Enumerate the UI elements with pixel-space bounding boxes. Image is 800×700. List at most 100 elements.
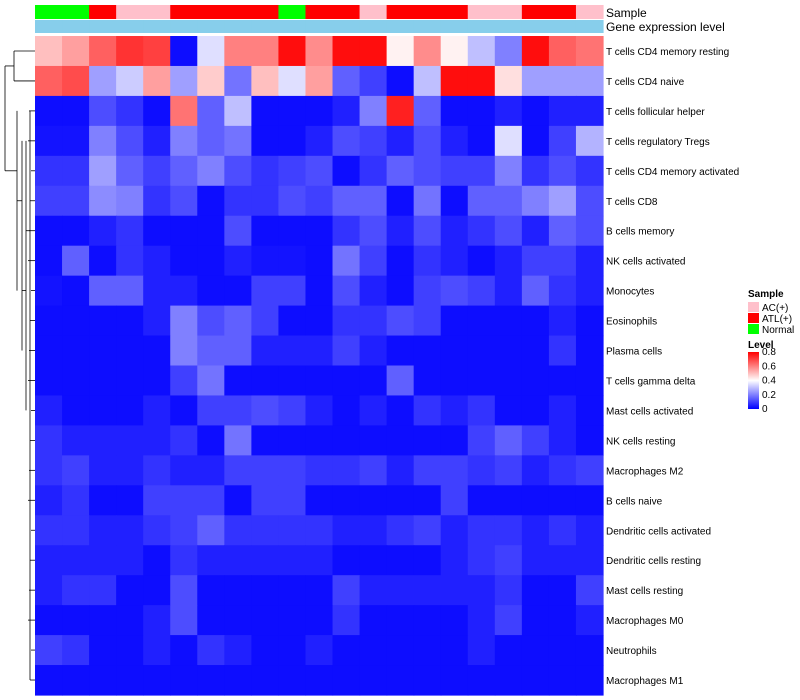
heatmap-cell [575,455,604,486]
heatmap-cell [251,605,280,636]
heatmap-cell [197,65,225,97]
heatmap-cell [494,455,523,486]
heatmap-cell [278,65,307,97]
heatmap-cell [278,665,307,696]
heatmap-cell [440,425,469,456]
heatmap-cell [467,365,496,397]
heatmap-cell [170,65,198,97]
heatmap-cell [197,245,225,277]
heatmap-cell [197,125,225,157]
heatmap-cell [494,245,523,277]
heatmap-cell [413,545,442,576]
heatmap-cell [278,545,307,576]
heatmap-cell [278,455,307,486]
heatmap-cell [386,395,415,427]
heatmap-cell [494,275,523,307]
heatmap-cell [224,665,252,696]
heatmap-cell [575,365,604,397]
heatmap-cell [251,665,280,696]
legend-swatch [748,324,759,334]
heatmap-cell [413,185,442,217]
heatmap-cells [35,36,604,696]
heatmap-cell [440,575,469,606]
heatmap-cell [575,575,604,606]
heatmap-cell [35,245,63,277]
heatmap-cell [278,365,307,397]
heatmap-cell [89,395,117,427]
annotation-track-label: Sample [606,6,647,20]
heatmap-cell [494,215,523,247]
heatmap-cell [332,125,361,157]
row-label: NK cells activated [606,257,685,268]
heatmap-cell [494,335,523,367]
heatmap-cell [575,65,604,97]
heatmap-cell [386,95,415,127]
heatmap-cell [62,665,90,696]
row-label: Mast cells resting [606,586,683,597]
heatmap-cell [548,635,577,666]
heatmap-cell [359,125,388,157]
heatmap-cell [197,36,225,67]
row-label: T cells CD4 memory resting [606,47,729,58]
heatmap-cell [440,485,469,516]
heatmap-cell [89,215,117,247]
heatmap-cell [170,395,198,427]
heatmap-cell [197,485,225,516]
annotation-cell [224,5,252,19]
heatmap-cell [116,485,144,516]
heatmap-cell [116,365,144,397]
annotation-cell [116,20,144,33]
heatmap-cell [359,665,388,696]
heatmap-cell [305,36,334,67]
heatmap-cell [197,515,225,546]
legend-tick-label: 0.8 [762,347,776,358]
heatmap-cell [548,36,577,67]
heatmap-cell [89,455,117,486]
heatmap-cell [305,395,334,427]
heatmap-cell [89,425,117,456]
heatmap-cell [224,305,252,337]
heatmap-cell [413,275,442,307]
heatmap-cell [251,95,280,127]
heatmap-cell [251,125,280,157]
annotation-cell [35,5,63,19]
heatmap-cell [305,305,334,337]
heatmap-cell [278,335,307,367]
heatmap-cell [170,545,198,576]
heatmap-cell [197,95,225,127]
row-label: B cells naive [606,496,663,507]
heatmap-cell [494,65,523,97]
annotation-cell [143,20,171,33]
heatmap-cell [413,455,442,486]
heatmap-cell [494,185,523,217]
heatmap-cell [143,275,171,307]
heatmap-cell [575,335,604,367]
heatmap-cell [386,635,415,666]
heatmap-cell [224,335,252,367]
heatmap-cell [413,36,442,67]
heatmap-cell [89,125,117,157]
heatmap-cell [332,36,361,67]
annotation-cell [197,5,225,19]
heatmap-cell [62,455,90,486]
heatmap-cell [62,635,90,666]
heatmap-cell [494,575,523,606]
heatmap-cell [359,425,388,456]
annotation-cell [278,5,307,19]
heatmap-cell [467,455,496,486]
heatmap-cell [89,155,117,187]
heatmap-cell [467,305,496,337]
heatmap-cell [251,425,280,456]
heatmap-cell [332,575,361,606]
heatmap-cell [197,275,225,307]
heatmap-cell [494,425,523,456]
heatmap-cell [332,365,361,397]
annotation-cell [332,5,361,19]
heatmap-cell [251,545,280,576]
heatmap-cell [521,425,550,456]
heatmap-cell [548,65,577,97]
heatmap-cell [359,155,388,187]
heatmap-cell [440,125,469,157]
heatmap-cell [278,245,307,277]
annotation-cell [116,5,144,19]
